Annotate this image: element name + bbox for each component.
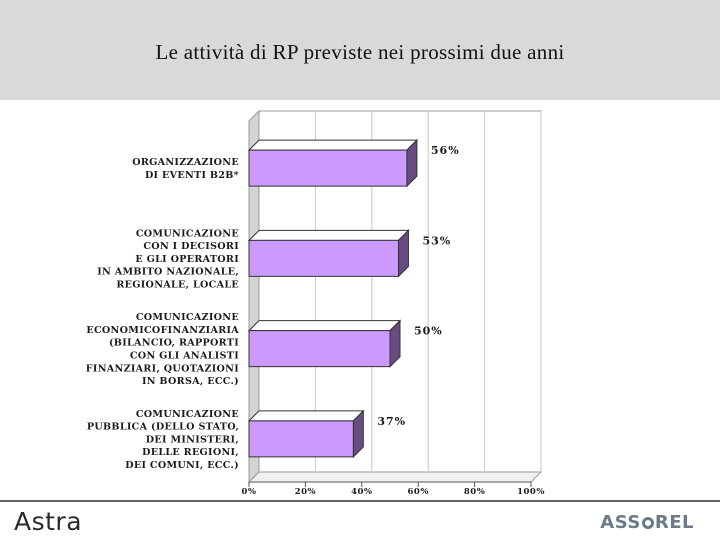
category-label-line: ECONOMICOFINANZIARIA [86,325,239,336]
category-label-line: ORGANIZZAZIONE [132,157,239,168]
category-label: ORGANIZZAZIONE DI EVENTI B2B* [132,157,239,181]
category-label-line: FINANZIARI, QUOTAZIONI [86,363,239,374]
bar [248,149,408,187]
x-tick-label: 0% [242,487,257,497]
x-tick-label: 80% [464,487,485,497]
category-label-line: DI EVENTI B2B* [145,170,239,181]
bar-value-label: 37% [377,415,406,428]
category-label-line: COMUNICAZIONE [136,228,239,239]
bar-top-face [247,139,419,151]
category-label: COMUNICAZIONE PUBBLICA (DELLO STATO, DEI M… [87,409,239,471]
category-label-line: DEI COMUNI, ECC.) [125,460,239,471]
category-label-line: REGIONALE, LOCALE [116,279,239,290]
bar-value-label: 50% [414,325,443,338]
category-label-line: COMUNICAZIONE [136,312,239,323]
x-tick-label: 60% [407,487,428,497]
category-label-line: IN AMBITO NAZIONALE, [97,267,239,278]
bar-top-face [247,320,402,332]
bar-group [247,409,365,459]
category-label-line: COMUNICAZIONE [136,409,239,420]
bar-value-label: 53% [422,234,451,247]
category-label: COMUNICAZIONE ECONOMICOFINANZIARIA (BILANC… [86,312,239,387]
category-label-line: CON I DECISORI [143,241,239,252]
x-tick-label: 100% [517,487,545,497]
category-label-line: IN BORSA, ECC.) [142,376,239,387]
x-tick-label: 40% [351,487,372,497]
bar-group [247,319,402,368]
category-label-line: DEI MINISTERI, [146,434,239,445]
bar-group [247,229,410,278]
bar-chart: 0% 20% 40% 60% 80% 100% 56% ORGANIZZAZIONE DI EV… [86,109,545,497]
bar-top-face [247,229,410,241]
bar-value-label: 56% [431,144,460,157]
category-label-line: CON GLI ANALISTI [130,351,239,362]
x-tick-label: 20% [295,487,316,497]
footer-divider [0,500,720,502]
assorel-logo-suffix: REL [654,512,694,533]
category-label-line: E GLI OPERATORI [135,254,239,265]
category-label-line: DELLE REGIONI, [142,447,239,458]
assorel-logo-prefix: ASS [600,512,641,533]
bar [248,420,354,458]
category-label-line: PUBBLICA (DELLO STATO, [87,422,239,433]
plot-floor [247,471,543,483]
astra-logo: Astra [14,507,83,536]
page-title: Le attività di RP previste nei prossimi … [155,40,565,64]
bar [248,330,391,368]
assorel-ring-icon [641,517,654,529]
category-label: COMUNICAZIONE CON I DECISORI E GLI OPERATO… [97,228,239,290]
bar [248,239,399,277]
bar-group [247,138,419,188]
bar-top-face [247,410,365,422]
category-label-line: (BILANCIO, RAPPORTI [109,338,239,349]
assorel-logo: ASS REL [600,512,694,533]
title-banner [0,0,720,100]
